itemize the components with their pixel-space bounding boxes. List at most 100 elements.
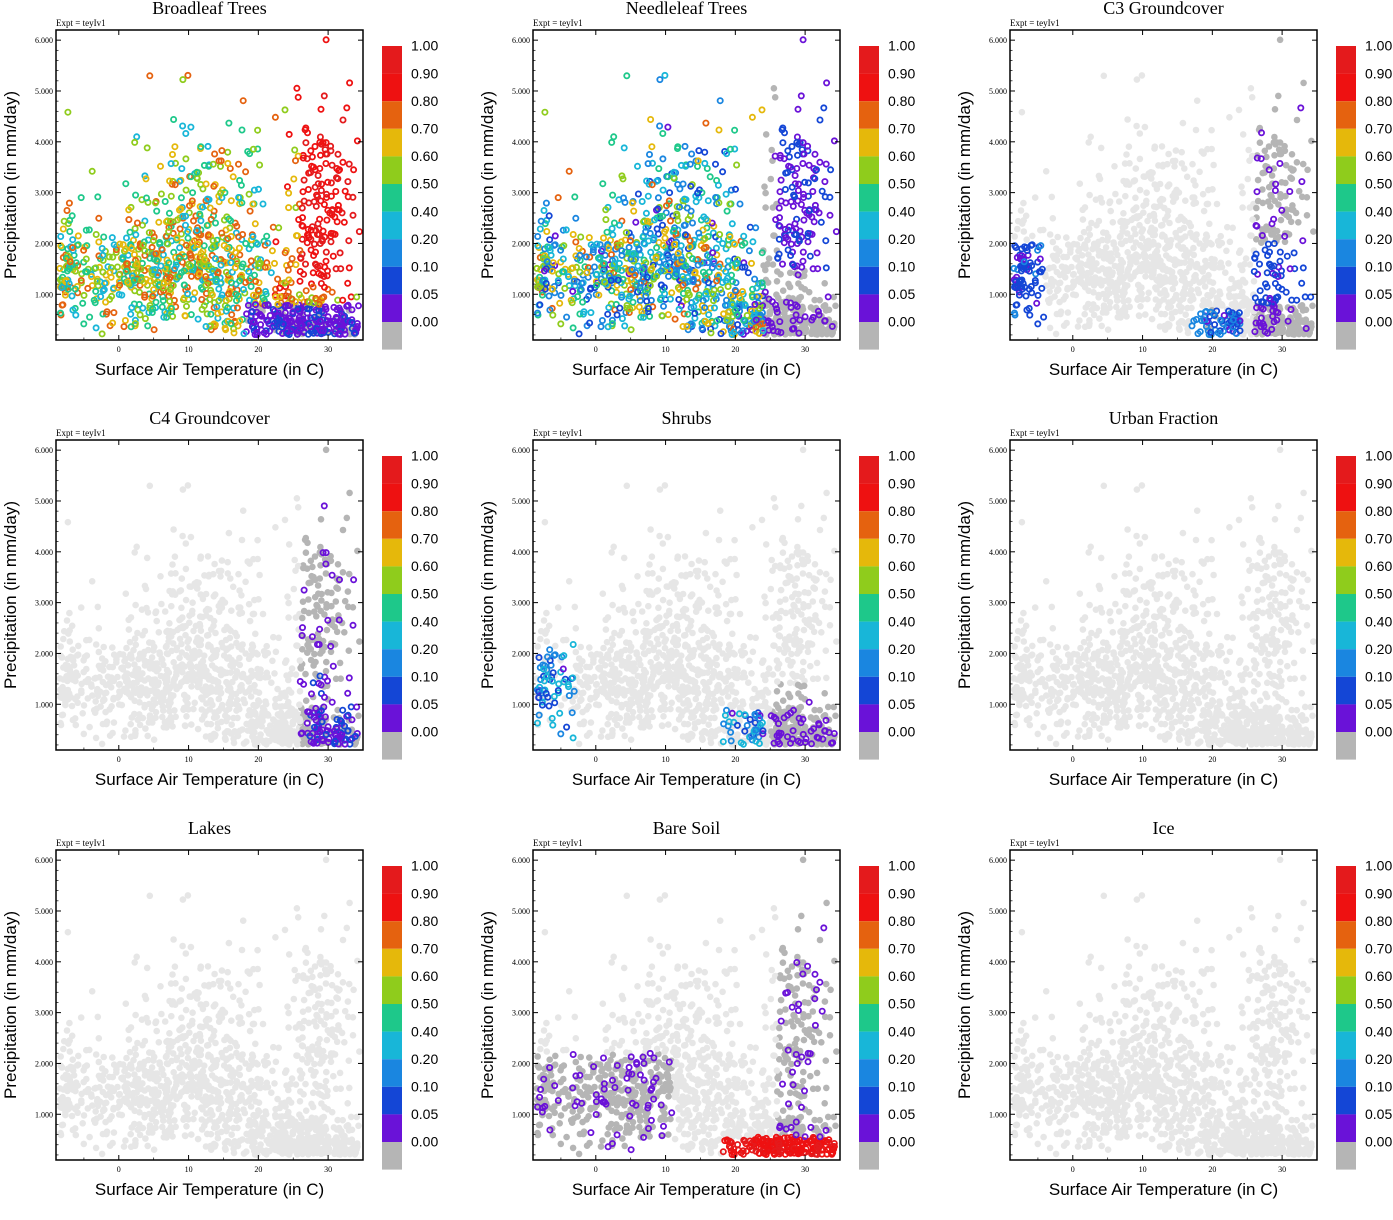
point-zero (116, 692, 123, 699)
point-zero (211, 593, 218, 600)
point-zero (1216, 288, 1223, 295)
point-colored (76, 233, 81, 238)
point-colored (182, 313, 187, 318)
point-zero (60, 712, 67, 719)
point-colored (668, 218, 673, 223)
point-colored (635, 263, 640, 268)
point-colored (87, 315, 92, 320)
point-colored (166, 229, 171, 234)
point-colored (748, 225, 753, 230)
point-zero (1063, 320, 1070, 327)
point-colored (702, 150, 707, 155)
point-colored (297, 292, 302, 297)
point-zero (1075, 323, 1082, 330)
point-colored (219, 263, 224, 268)
point-zero (123, 590, 130, 597)
point-colored (135, 220, 140, 225)
point-colored (710, 265, 715, 270)
point-zero (67, 669, 74, 676)
chart-title: Needleleaf Trees (626, 0, 747, 18)
point-colored (213, 256, 218, 261)
point-colored (170, 152, 175, 157)
point-colored (219, 231, 224, 236)
y-tick-label: 5.000 (35, 87, 53, 96)
point-colored (562, 286, 567, 291)
point-colored (759, 107, 764, 112)
point-colored (726, 284, 731, 289)
point-zero (219, 557, 226, 564)
point-zero (1173, 292, 1180, 299)
point-zero (1192, 182, 1199, 189)
point-zero (292, 567, 299, 574)
point-zero (100, 662, 107, 669)
point-zero (1095, 247, 1102, 254)
point-colored (795, 134, 800, 139)
point-zero (1188, 305, 1195, 312)
colorbar-swatch (1336, 129, 1356, 157)
point-colored (801, 37, 806, 42)
point-trace (1309, 303, 1316, 310)
point-colored (150, 245, 155, 250)
point-zero (1126, 265, 1133, 272)
point-colored (269, 270, 274, 275)
point-zero (1238, 183, 1245, 190)
point-zero (1112, 263, 1119, 270)
point-colored (577, 246, 582, 251)
point-zero (263, 643, 270, 650)
data-points (1011, 37, 1316, 338)
point-trace (796, 295, 803, 302)
point-zero (1115, 280, 1122, 287)
point-zero (1106, 266, 1113, 273)
point-colored (329, 180, 334, 185)
point-colored (235, 305, 240, 310)
point-zero (198, 627, 205, 634)
point-zero (201, 572, 208, 579)
point-colored (293, 262, 298, 267)
point-zero (101, 690, 108, 697)
point-zero (1208, 127, 1215, 134)
point-colored (126, 217, 131, 222)
point-trace (772, 94, 779, 101)
point-zero (140, 652, 147, 659)
point-colored (733, 288, 738, 293)
point-zero (134, 630, 141, 637)
point-zero (1047, 231, 1054, 238)
point-zero (190, 706, 197, 713)
point-zero (96, 649, 103, 656)
point-zero (196, 681, 203, 688)
point-trace (1294, 314, 1301, 321)
colorbar-swatch (859, 156, 879, 184)
point-zero (73, 669, 80, 676)
point-colored (1301, 265, 1306, 270)
point-zero (1228, 276, 1235, 283)
point-zero (1172, 262, 1179, 269)
point-zero (1204, 292, 1211, 299)
point-colored (665, 125, 670, 130)
point-zero (1148, 241, 1155, 248)
point-zero (1153, 204, 1160, 211)
point-colored (80, 301, 85, 306)
point-zero (1091, 312, 1098, 319)
point-zero (1179, 291, 1186, 298)
point-colored (61, 226, 66, 231)
point-colored (251, 147, 256, 152)
point-colored (578, 234, 583, 239)
point-colored (250, 202, 255, 207)
point-zero (1098, 145, 1105, 152)
point-zero (81, 731, 88, 738)
point-zero (1051, 293, 1058, 300)
point-colored (534, 266, 539, 271)
point-colored (824, 80, 829, 85)
point-zero (155, 682, 162, 689)
point-colored (801, 250, 806, 255)
point-zero (86, 637, 93, 644)
point-trace (761, 183, 768, 190)
point-colored (326, 314, 331, 319)
point-colored (708, 330, 713, 335)
point-zero (1159, 143, 1166, 150)
point-zero (1171, 190, 1178, 197)
colorbar-label: 0.00 (888, 314, 915, 330)
point-colored (212, 151, 217, 156)
point-colored (579, 281, 584, 286)
point-zero (226, 626, 233, 633)
